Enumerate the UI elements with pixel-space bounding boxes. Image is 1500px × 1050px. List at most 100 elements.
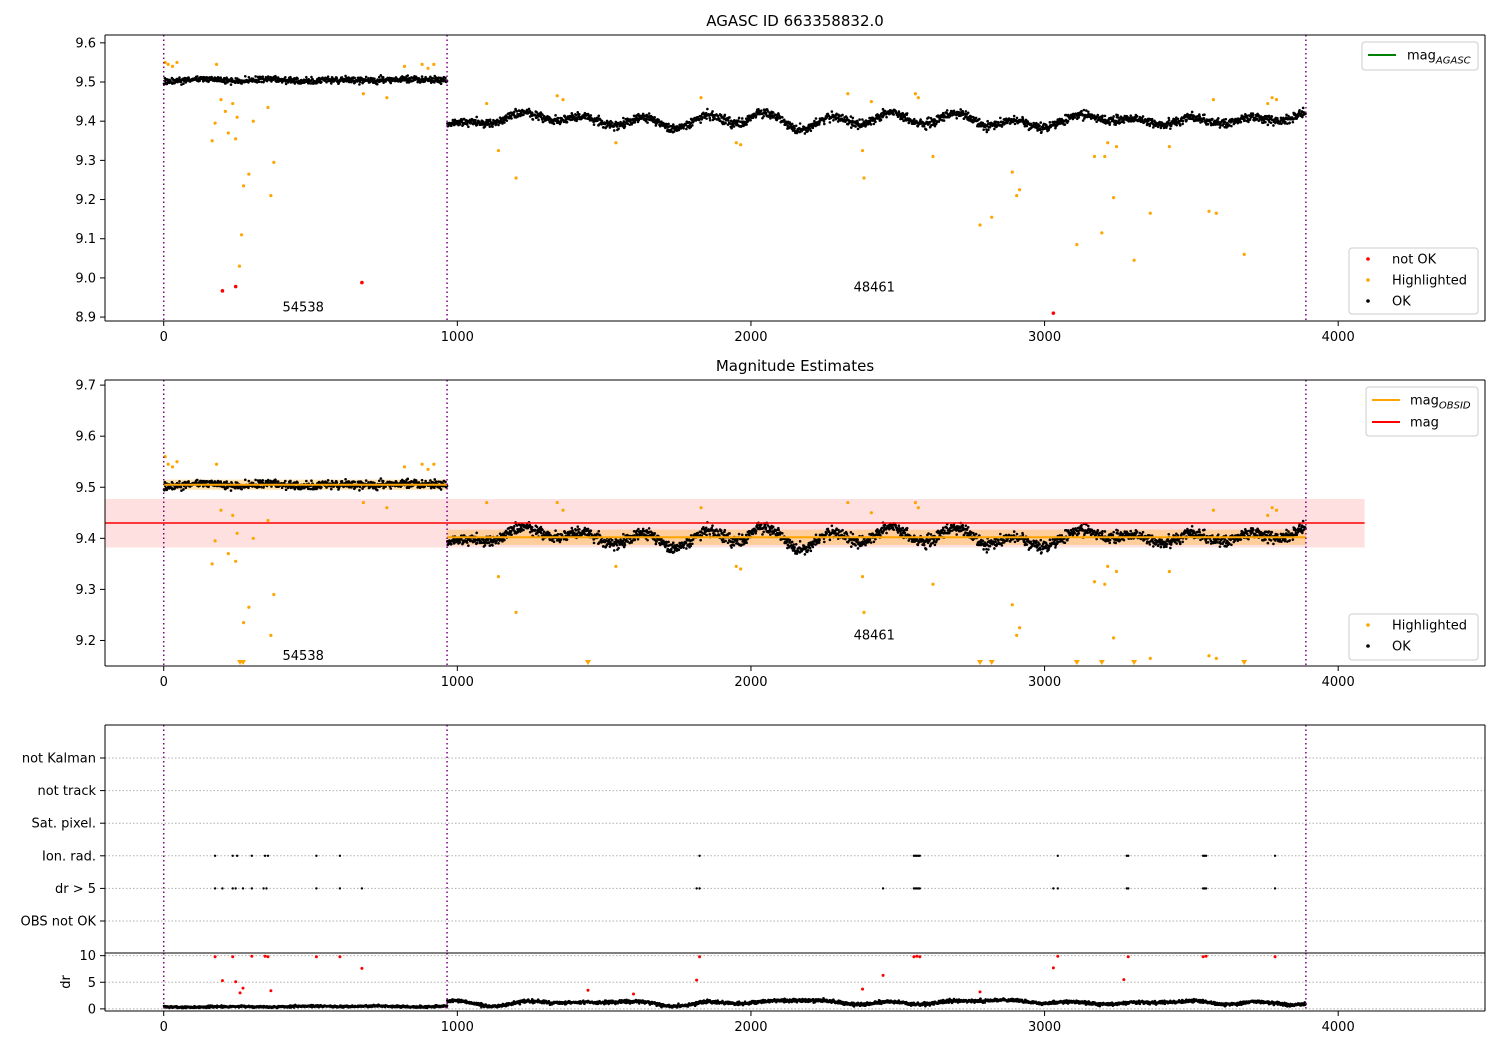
highlighted-point	[223, 109, 227, 113]
ok-point	[522, 528, 525, 532]
highlighted-point	[485, 101, 489, 106]
highlighted-point	[1106, 141, 1110, 145]
ok-point	[488, 118, 492, 122]
ok-point	[247, 75, 251, 79]
ok-point	[728, 532, 731, 535]
ok-point	[509, 114, 513, 118]
ok-point	[818, 538, 821, 542]
ok-point	[814, 533, 818, 537]
ok-point	[978, 117, 981, 121]
ok-point	[1108, 121, 1112, 124]
y-tick-label: 9.1	[75, 232, 96, 247]
ok-point	[225, 76, 228, 79]
ok-point	[1264, 120, 1267, 124]
ok-point	[444, 480, 447, 484]
ok-point	[730, 126, 733, 130]
ok-point	[922, 125, 926, 128]
highlighted-point	[235, 115, 239, 119]
ok-point	[809, 129, 813, 133]
highlighted-point	[237, 264, 242, 268]
ok-point	[230, 77, 234, 81]
ok-point	[730, 546, 733, 549]
ok-point	[358, 83, 361, 86]
ok-point	[534, 528, 537, 532]
ok-point	[458, 541, 462, 544]
ok-point	[622, 116, 625, 120]
ok-point	[761, 533, 764, 536]
ok-point	[907, 539, 911, 542]
ok-point	[184, 486, 188, 490]
ok-point	[724, 539, 727, 543]
ok-point	[364, 75, 368, 79]
ok-point	[710, 526, 714, 530]
ok-point	[646, 538, 649, 542]
ok-point	[851, 116, 855, 120]
ok-point	[379, 74, 383, 77]
ok-point	[178, 480, 181, 483]
ok-point	[600, 119, 604, 123]
ok-point	[537, 118, 540, 122]
ok-point	[229, 489, 233, 492]
ok-point	[467, 544, 470, 547]
x-tick-label: 4000	[1322, 330, 1355, 345]
ok-point	[713, 117, 717, 120]
ok-point	[622, 532, 625, 536]
ok-point	[952, 523, 956, 527]
ok-point	[828, 121, 832, 124]
ok-point	[941, 526, 945, 530]
ok-point	[723, 113, 727, 117]
ok-point	[597, 529, 601, 533]
ok-point	[535, 111, 539, 114]
ok-point	[1251, 113, 1255, 116]
highlighted-point	[234, 137, 238, 141]
ok-point	[851, 532, 855, 536]
x-tick-label: 3000	[1028, 330, 1061, 345]
ok-point	[556, 116, 560, 120]
ok-point	[691, 538, 695, 541]
highlighted-point	[219, 98, 223, 102]
ok-point	[247, 479, 251, 483]
ok-point	[646, 121, 649, 124]
ok-point	[696, 116, 700, 119]
ok-point	[684, 123, 688, 127]
ok-point	[912, 117, 916, 121]
highlighted-point	[272, 160, 276, 164]
y-tick-label: 9.3	[75, 154, 96, 169]
ok-point	[1284, 120, 1287, 124]
ok-point	[737, 119, 740, 122]
highlighted-point	[175, 60, 179, 65]
ok-point	[1096, 113, 1100, 117]
ok-point	[808, 546, 812, 550]
ok-point	[777, 528, 781, 532]
ok-point	[737, 116, 741, 120]
ok-point	[762, 114, 765, 118]
ok-point	[1206, 122, 1210, 126]
ok-point	[762, 530, 765, 534]
highlighted-point	[990, 215, 994, 219]
ok-point	[1066, 119, 1070, 123]
ok-point	[740, 117, 744, 120]
ok-point	[406, 477, 410, 481]
ok-point	[602, 125, 605, 129]
ok-point	[942, 119, 946, 122]
ok-point	[680, 541, 684, 545]
ok-point	[691, 124, 694, 127]
ok-point	[178, 76, 181, 79]
highlighted-point	[170, 64, 175, 68]
ok-point	[540, 531, 543, 535]
ok-point	[257, 80, 261, 84]
ok-point	[424, 479, 427, 483]
ok-point	[1048, 121, 1052, 124]
ok-point	[832, 119, 835, 122]
ok-point	[905, 526, 909, 530]
ok-point	[849, 126, 853, 129]
ok-point	[705, 117, 708, 120]
ok-point	[781, 116, 784, 119]
ok-point	[830, 524, 834, 528]
ok-point	[257, 485, 261, 489]
ok-point	[1266, 123, 1270, 127]
ok-point	[633, 121, 637, 124]
ok-point	[985, 130, 989, 134]
ok-point	[556, 532, 560, 536]
